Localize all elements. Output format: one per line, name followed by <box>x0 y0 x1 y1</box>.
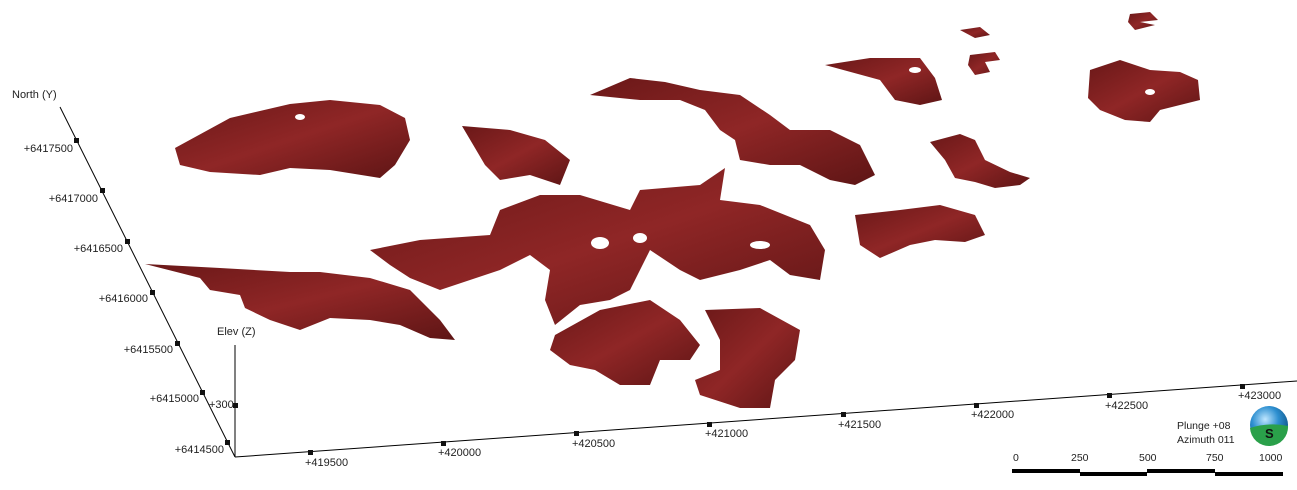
ore-body <box>1088 60 1200 122</box>
ore-body <box>550 300 700 385</box>
east-tick-label: +421500 <box>838 419 882 431</box>
ore-body <box>960 27 990 38</box>
scale-label: 1000 <box>1259 452 1283 464</box>
ore-body <box>145 264 455 340</box>
ore-body <box>590 78 875 185</box>
east-tick-label: +422000 <box>971 409 1015 421</box>
scale-bar <box>1012 469 1283 476</box>
ore-body <box>462 126 570 185</box>
east-tick-label: +423000 <box>1238 390 1282 402</box>
orientation-globe-icon[interactable] <box>1250 406 1289 446</box>
ore-body <box>175 100 410 178</box>
north-axis-title: North (Y) <box>12 89 57 101</box>
scale-label: 750 <box>1206 452 1224 464</box>
north-tick-label: +6417000 <box>48 193 98 205</box>
elev-tick-label: +300 <box>209 399 234 411</box>
azimuth-readout: Azimuth 011 <box>1177 434 1235 446</box>
scale-label: 500 <box>1139 452 1157 464</box>
east-tick-label: +419500 <box>305 457 349 469</box>
compass-letter: S <box>1265 426 1274 441</box>
ore-body <box>930 134 1030 188</box>
north-tick-label: +6415500 <box>123 344 173 356</box>
geology-bodies <box>145 12 1200 408</box>
ore-body <box>855 205 985 258</box>
plunge-readout: Plunge +08 <box>1177 420 1231 432</box>
elev-axis-title: Elev (Z) <box>217 326 256 338</box>
north-tick-label: +6415000 <box>149 393 199 405</box>
east-tick-label: +421000 <box>705 428 749 440</box>
body-holes <box>295 67 1155 249</box>
ore-body <box>968 52 1000 75</box>
north-tick-label: +6414500 <box>174 444 224 456</box>
axis-ticks <box>74 138 1245 455</box>
east-tick-label: +420500 <box>572 438 616 450</box>
north-tick-label: +6416000 <box>98 293 148 305</box>
ore-body <box>825 58 942 105</box>
ore-body <box>695 308 800 408</box>
east-tick-label: +420000 <box>438 447 482 459</box>
scale-label: 0 <box>1013 452 1019 464</box>
east-tick-label: +422500 <box>1105 400 1149 412</box>
ore-body <box>1128 12 1158 30</box>
axes <box>59 106 1297 458</box>
north-tick-label: +6417500 <box>23 143 73 155</box>
north-tick-label: +6416500 <box>73 243 123 255</box>
scale-label: 250 <box>1071 452 1089 464</box>
